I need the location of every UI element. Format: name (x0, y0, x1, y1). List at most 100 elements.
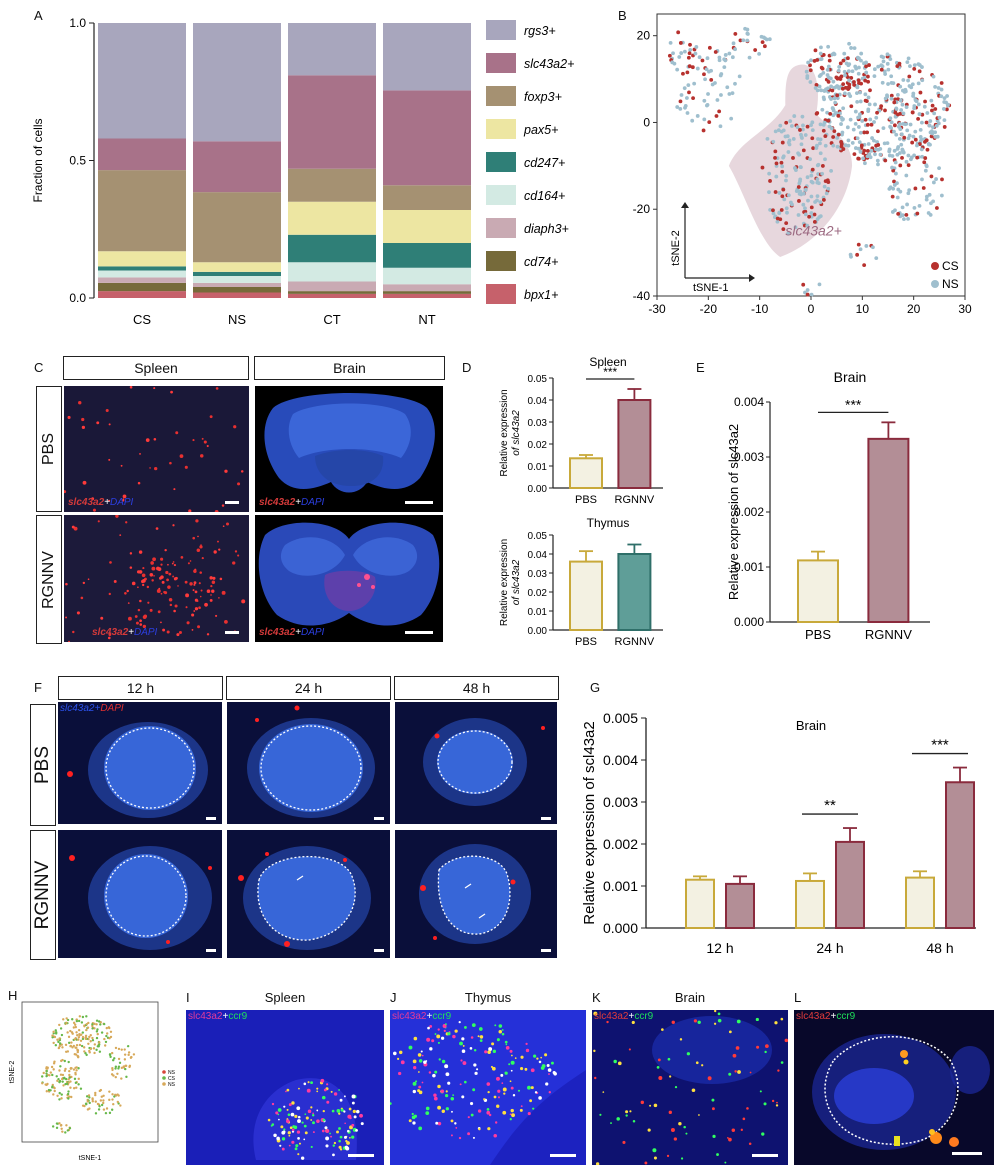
scatter-point (124, 1067, 127, 1071)
ns-point (805, 175, 810, 180)
fluorescent-spot (550, 1061, 554, 1065)
ns-point (895, 152, 900, 157)
ns-point (931, 125, 935, 130)
x-tick-label: -20 (700, 302, 718, 316)
plot-frame (21, 1001, 159, 1143)
cs-point (852, 83, 857, 87)
ns-point (853, 146, 858, 150)
fluorescent-spot (200, 589, 203, 592)
fluorescent-spot (294, 1147, 298, 1151)
fluorescent-spot (412, 1081, 417, 1086)
scatter-point (66, 1018, 70, 1022)
ns-point (850, 69, 855, 74)
ns-point (823, 143, 828, 148)
fluorescent-spot (784, 1038, 788, 1043)
fluorescent-spot (286, 1088, 290, 1092)
cs-point (876, 129, 880, 134)
fluorescent-spot (137, 608, 141, 612)
ns-point (813, 86, 818, 90)
fluorescent-spot (711, 1098, 715, 1102)
fluorescent-spot (324, 1126, 328, 1130)
cs-point (814, 83, 819, 87)
ns-point (839, 115, 844, 120)
ns-point (820, 171, 825, 176)
scatter-point (75, 1019, 79, 1023)
fluorescent-spot (281, 1137, 286, 1141)
fluorescent-spot (168, 597, 173, 602)
x-tick-label: 12 h (706, 940, 733, 956)
panel-label-l: L (794, 990, 802, 1005)
scatter-point (120, 1077, 123, 1080)
scatter-point (65, 1017, 68, 1020)
scatter-point (100, 1031, 104, 1034)
ns-point (702, 98, 707, 103)
fluorescent-spot (292, 1126, 295, 1129)
panel-label-j: J (390, 990, 397, 1005)
scatter-point (106, 1032, 109, 1035)
ns-point (846, 138, 851, 143)
fluorescent-spot (177, 585, 179, 587)
scatter-point (69, 1044, 73, 1048)
ns-point (867, 102, 872, 107)
fluorescent-spot (497, 1096, 500, 1099)
scatter-point (66, 1092, 70, 1096)
cs-point (933, 107, 938, 111)
ns-point (905, 202, 909, 207)
chart-title: Brain (796, 718, 826, 733)
ns-point (904, 105, 909, 109)
cs-point (916, 117, 920, 121)
ns-point (675, 105, 680, 109)
fluorescent-spot (172, 561, 175, 563)
ns-point (826, 64, 831, 69)
ns-point (675, 67, 680, 72)
fluorescent-spot (326, 1100, 330, 1104)
ns-point (908, 122, 913, 127)
fluorescent-spot (108, 499, 111, 502)
cs-point (784, 221, 789, 226)
bar-segment (98, 23, 186, 139)
fluorescent-spot (459, 1041, 463, 1046)
ns-point (897, 137, 902, 141)
ns-point (946, 102, 950, 107)
ns-point (888, 116, 893, 121)
ns-point (818, 122, 823, 127)
fluorescent-spot (176, 633, 180, 637)
y-tick-label: 1.0 (69, 16, 86, 30)
ns-point (784, 173, 789, 178)
cs-point (875, 110, 879, 115)
fluorescent-spot (727, 1137, 729, 1139)
fluorescent-spot (224, 619, 228, 624)
fluorescent-spot (322, 1118, 326, 1122)
ns-point (767, 37, 772, 42)
fluorescent-spot (417, 1089, 421, 1093)
cs-point (893, 110, 898, 115)
fluorescent-spot (390, 1102, 392, 1105)
fluorescent-spot (339, 1135, 343, 1139)
ns-point (857, 112, 862, 117)
fluorescent-spot (433, 1096, 438, 1101)
scatter-point (86, 1100, 89, 1103)
scatter-point (60, 1123, 63, 1127)
fluorescent-spot (713, 1022, 717, 1025)
fluorescent-spot (669, 1075, 672, 1078)
cs-point (847, 85, 852, 90)
ns-point (930, 131, 935, 136)
bar-segment (98, 291, 186, 298)
bar (905, 876, 935, 930)
ns-point (874, 256, 879, 261)
ns-point (864, 70, 869, 75)
ns-point (847, 62, 852, 67)
fluorescent-spot (160, 557, 164, 561)
fluorescent-spot (128, 616, 132, 621)
ns-point (873, 102, 877, 107)
fluorescent-spot (185, 593, 190, 598)
fluorescent-spot (179, 454, 184, 458)
y-tick-label: 20 (637, 29, 651, 43)
fluorescent-spot (149, 608, 153, 612)
legend-label: cd74+ (524, 255, 558, 269)
bar (945, 781, 975, 930)
ns-point (778, 123, 783, 128)
scatter-point (88, 1051, 91, 1054)
